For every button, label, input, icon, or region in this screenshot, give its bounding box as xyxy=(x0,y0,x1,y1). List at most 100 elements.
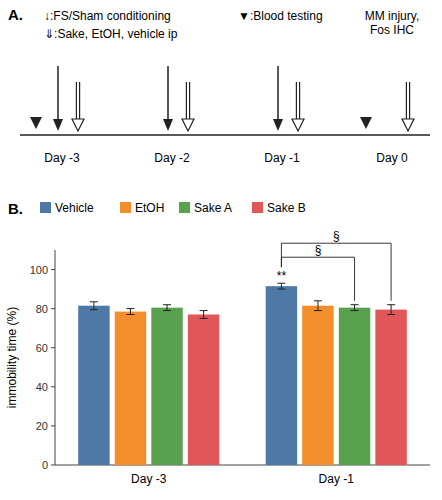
bar xyxy=(78,306,109,465)
arrow-head xyxy=(273,119,283,131)
bracket-leg xyxy=(354,257,355,301)
arrow-head xyxy=(163,119,173,131)
error-bar xyxy=(387,305,395,315)
error-cap xyxy=(126,308,134,309)
bar xyxy=(339,308,370,465)
x-tick-label: Day -3 xyxy=(131,472,167,486)
error-line xyxy=(317,301,318,311)
legend-entry: ⇓:Sake, EtOH, vehicle ip xyxy=(44,27,178,41)
error-cap xyxy=(90,301,98,302)
legend-entry: Sake B xyxy=(267,201,306,215)
legend-entry: Vehicle xyxy=(55,201,94,215)
significance-label: § xyxy=(315,243,322,257)
x-tick-label: Day -1 xyxy=(319,472,355,486)
y-tick xyxy=(51,386,55,387)
legend-item: Vehicle xyxy=(40,201,94,215)
error-cap xyxy=(277,289,285,290)
panel-b: B.VehicleEtOHSake ASake B020406080100imm… xyxy=(5,200,430,486)
arrow-head xyxy=(402,119,414,131)
triangle-marker xyxy=(360,117,372,129)
error-line xyxy=(354,305,355,311)
arrow-shaft xyxy=(57,66,59,121)
y-axis-label: immobility time (%) xyxy=(5,307,19,408)
error-cap xyxy=(314,300,322,301)
bars xyxy=(78,283,407,465)
error-cap xyxy=(200,310,208,311)
error-line xyxy=(167,305,168,311)
error-line xyxy=(391,305,392,315)
arrow-shaft xyxy=(277,66,279,121)
bar xyxy=(302,306,333,465)
error-bar xyxy=(126,309,134,315)
y-tick-label: 100 xyxy=(30,264,48,276)
panel-title: B. xyxy=(8,200,23,217)
legend-entry: ▼:Blood testing xyxy=(238,9,323,23)
legend-entry: ↓:FS/Sham conditioning xyxy=(44,9,171,23)
legend-item: EtOH xyxy=(120,201,164,215)
error-line xyxy=(203,311,204,319)
y-tick xyxy=(51,269,55,270)
x-axis xyxy=(55,465,430,466)
bar xyxy=(188,315,219,466)
timeline xyxy=(20,134,430,136)
arrow-shaft xyxy=(76,82,77,120)
y-tick-label: 0 xyxy=(42,459,48,471)
legend-swatch xyxy=(40,202,51,213)
panel-title: A. xyxy=(8,6,23,23)
y-tick xyxy=(51,347,55,348)
error-line xyxy=(130,309,131,315)
day-label: Day -1 xyxy=(264,151,300,165)
bar xyxy=(266,286,297,465)
error-cap xyxy=(163,304,171,305)
arrow-head xyxy=(292,119,304,131)
legend-entry: Sake A xyxy=(194,201,232,215)
error-cap xyxy=(387,314,395,315)
error-cap xyxy=(90,309,98,310)
y-tick xyxy=(51,308,55,309)
text-line: Fos IHC xyxy=(370,23,414,37)
timeline-arrow xyxy=(163,66,173,131)
error-cap xyxy=(163,310,171,311)
significance-bracket xyxy=(281,257,354,301)
arrow-shaft xyxy=(409,82,410,120)
timeline-open-arrow xyxy=(182,82,194,131)
y-tick-label: 60 xyxy=(36,342,48,354)
timeline-arrow xyxy=(273,66,283,131)
bar xyxy=(115,312,146,465)
arrow-shaft xyxy=(186,82,187,120)
legend-swatch xyxy=(252,202,263,213)
arrow-shaft xyxy=(406,82,407,120)
arrow-shaft xyxy=(167,66,169,121)
legend-swatch xyxy=(120,202,131,213)
significance-label: § xyxy=(333,229,340,243)
timeline-triangle xyxy=(30,117,42,129)
arrow-shaft xyxy=(296,82,297,120)
text-line: MM injury, xyxy=(365,9,419,23)
y-tick xyxy=(51,425,55,426)
bar xyxy=(151,308,182,465)
y-tick-label: 80 xyxy=(36,303,48,315)
error-bar xyxy=(314,301,322,311)
panel-a: A. ↓:FS/Sham conditioning ⇓:Sake, EtOH, ve… xyxy=(8,6,430,165)
arrow-shaft xyxy=(299,82,300,120)
bar xyxy=(375,310,406,465)
error-cap xyxy=(351,310,359,311)
error-bar xyxy=(163,305,171,311)
bracket-leg xyxy=(391,243,392,300)
legend-item: Sake A xyxy=(179,201,232,215)
day-label: Day 0 xyxy=(376,151,408,165)
y-tick xyxy=(51,465,55,466)
error-cap xyxy=(351,304,359,305)
timeline-arrow xyxy=(53,66,63,131)
timeline-open-arrow xyxy=(402,82,414,131)
legend-swatch xyxy=(179,202,190,213)
legend-entry: EtOH xyxy=(135,201,164,215)
legend-item: Sake B xyxy=(252,201,306,215)
error-cap xyxy=(200,318,208,319)
y-tick-label: 20 xyxy=(36,420,48,432)
significance-label: ** xyxy=(277,269,287,283)
significance-bracket xyxy=(281,243,391,300)
annotation: MM injury,Fos IHC xyxy=(365,9,419,37)
error-line xyxy=(93,302,94,310)
error-bar xyxy=(90,302,98,310)
